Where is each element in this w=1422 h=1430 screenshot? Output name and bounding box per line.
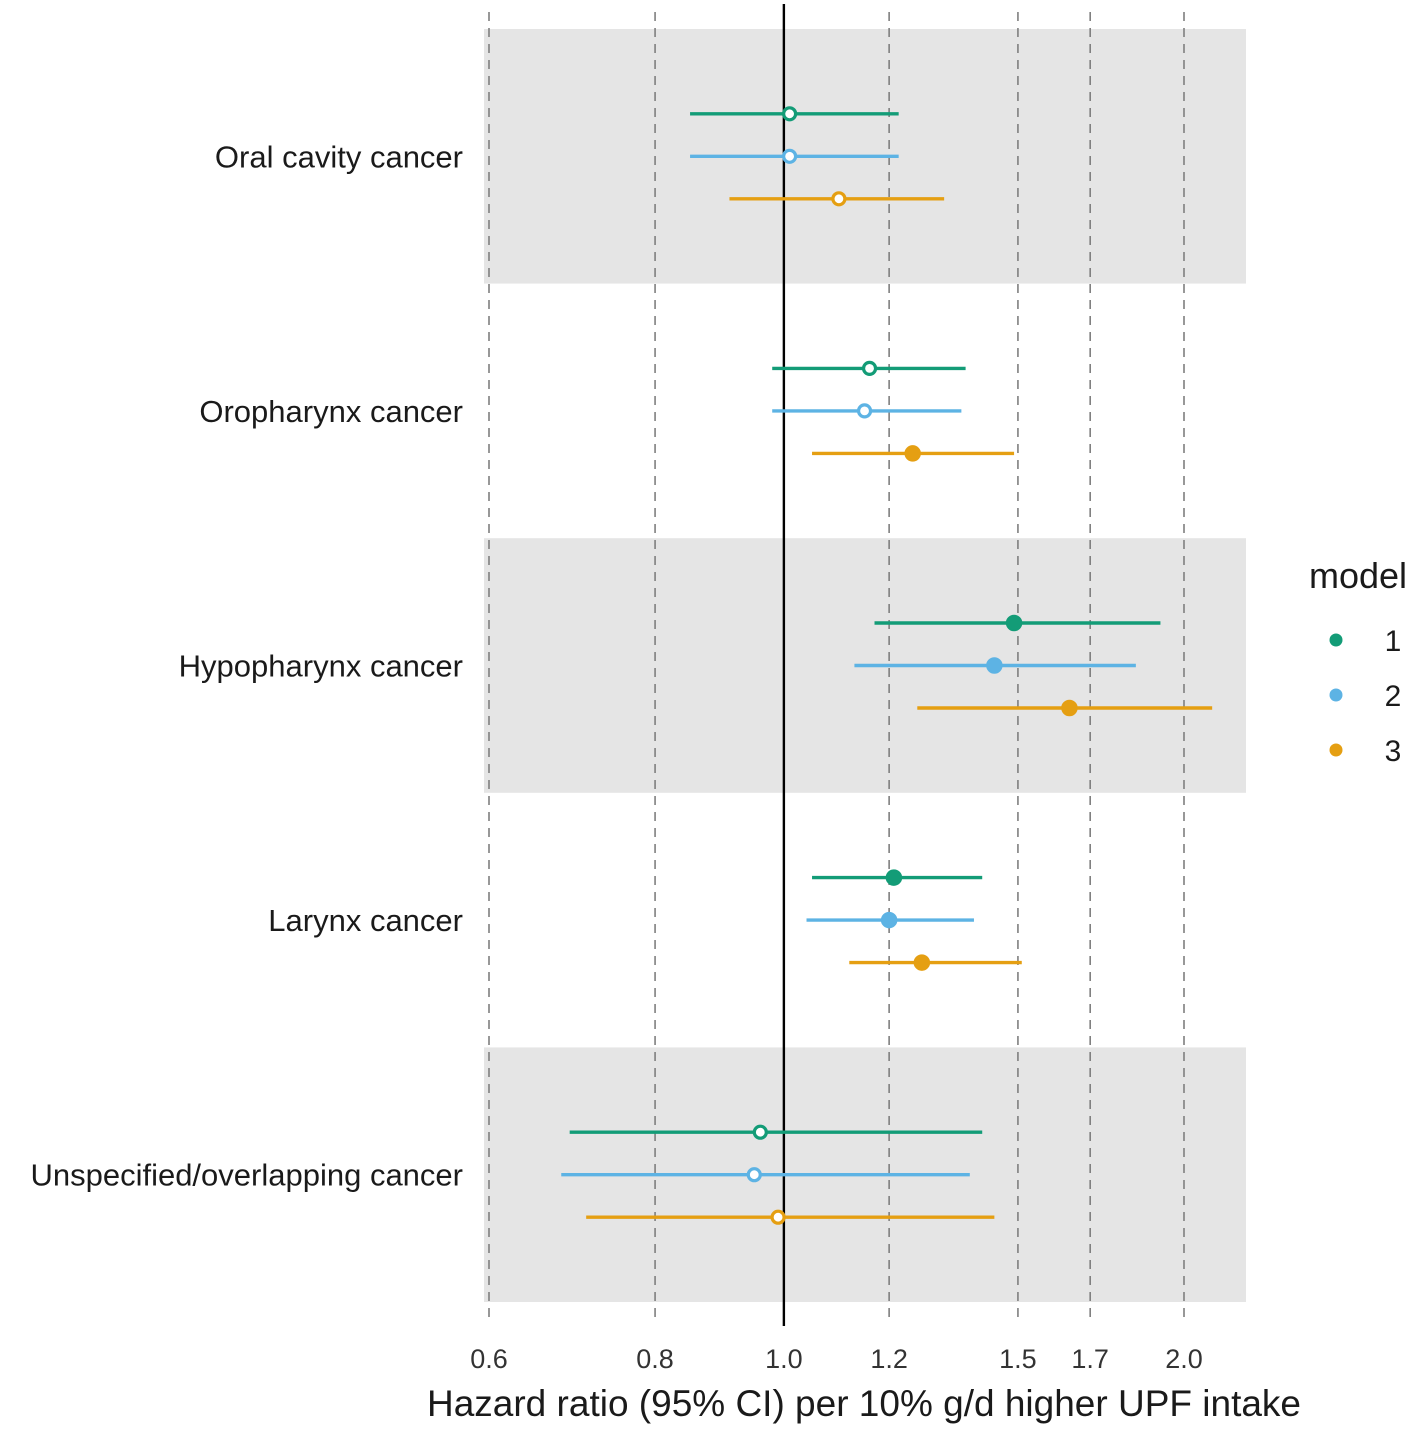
point-model-2-hypopharynx-cancer [986,657,1003,674]
legend-label-model-2: 2 [1385,680,1402,713]
point-model-2-larynx-cancer [880,911,898,929]
x-axis-title: Hazard ratio (95% CI) per 10% g/d higher… [427,1383,1301,1424]
x-tick-label: 1.2 [870,1344,908,1374]
x-tick-labels: 0.6 0.8 1.0 1.2 1.5 1.7 2.0 [470,1344,1203,1374]
legend-label-model-3: 3 [1385,735,1402,768]
point-model-3-larynx-cancer [913,954,931,971]
category-label: Unspecified/overlapping cancer [30,1158,463,1193]
x-tick-label: 0.6 [470,1344,508,1374]
x-tick-label: 0.8 [636,1344,674,1374]
point-model-1-larynx-cancer [885,869,903,886]
point-model-1-oral-cavity-cancer [782,106,798,122]
point-model-1-hypopharynx-cancer [1005,614,1023,632]
legend-key-model-1 [1329,633,1343,647]
point-model-3-oral-cavity-cancer [831,191,847,207]
x-tick-label: 1.5 [999,1344,1037,1374]
point-model-1-unspecified-overlapping-cancer [752,1124,768,1140]
legend-key-model-2 [1329,688,1343,702]
point-model-2-unspecified-overlapping-cancer [746,1167,762,1183]
legend-title: model [1309,555,1407,596]
category-labels: Oral cavity cancer Oropharynx cancer Hypop… [30,139,463,1192]
point-model-3-unspecified-overlapping-cancer [770,1209,786,1225]
x-tick-label: 2.0 [1165,1344,1203,1374]
x-tick-label: 1.0 [765,1344,803,1374]
point-model-2-oropharynx-cancer [856,403,873,419]
point-model-2-oral-cavity-cancer [782,148,798,164]
legend-label-model-1: 1 [1385,625,1402,658]
x-tick-label: 1.7 [1071,1344,1109,1374]
point-model-1-oropharynx-cancer [861,360,878,376]
category-label: Hypopharynx cancer [179,649,463,684]
legend-key-model-3 [1329,743,1343,757]
legend: model 1 2 3 [1309,555,1407,768]
category-label: Oropharynx cancer [199,394,463,429]
point-model-3-hypopharynx-cancer [1061,699,1078,717]
data-marks [561,106,1213,1225]
point-model-3-oropharynx-cancer [904,445,921,462]
category-label: Oral cavity cancer [215,139,463,174]
category-label: Larynx cancer [268,903,463,938]
